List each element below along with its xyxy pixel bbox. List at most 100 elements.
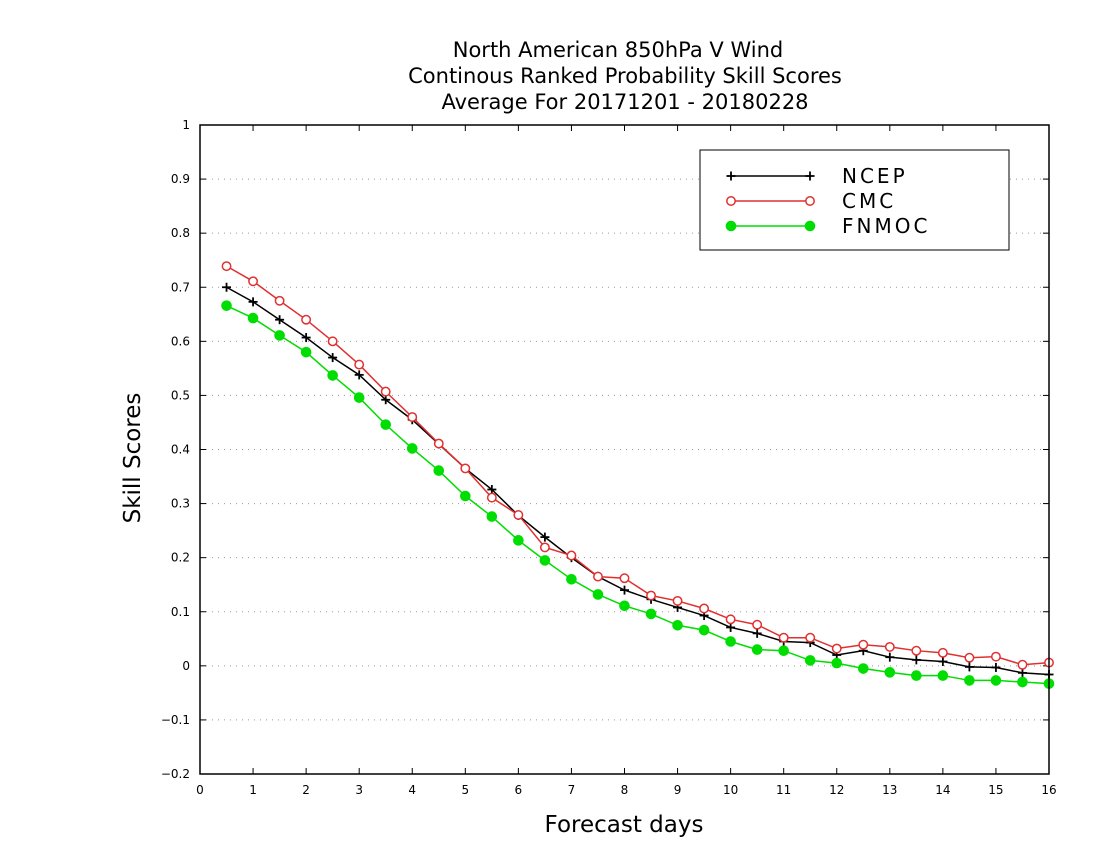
legend-entry-cmc: CMC (726, 189, 896, 213)
data-point-ncep (301, 333, 311, 343)
data-point-ncep (328, 353, 338, 363)
data-point-fnmoc (937, 670, 949, 681)
x-axis-ticks: 0 1 2 3 4 5 6 7 8 9 10 11 12 13 14 15 16 (196, 125, 1057, 797)
data-point-fnmoc (353, 392, 365, 403)
plot-frame (199, 124, 1050, 775)
x-axis-title: Forecast days (545, 812, 704, 838)
y-tick-label: 0.6 (171, 334, 190, 348)
chart-title-line-2: Continous Ranked Probability Skill Score… (408, 64, 842, 88)
data-point-fnmoc (857, 663, 869, 674)
data-point-fnmoc (566, 574, 577, 585)
data-point-cmc (301, 314, 312, 325)
data-point-fnmoc (460, 490, 471, 502)
y-tick-label: −0.2 (161, 767, 190, 781)
x-tick-label: 2 (302, 783, 310, 797)
data-point-cmc (539, 542, 550, 553)
data-point-fnmoc (433, 465, 445, 476)
y-tick-label: 0 (182, 659, 190, 673)
x-tick-label: 9 (674, 783, 682, 797)
series-line-fnmoc (226, 304, 1050, 685)
data-point-cmc (619, 573, 630, 584)
data-point-fnmoc (380, 419, 392, 430)
data-point-cmc (327, 336, 338, 347)
x-tick-label: 5 (461, 783, 469, 797)
y-tick-label: 0.8 (171, 226, 190, 240)
data-point-fnmoc (725, 636, 736, 647)
data-point-fnmoc (406, 443, 418, 454)
x-tick-label: 16 (1041, 783, 1056, 797)
x-tick-label: 15 (988, 783, 1003, 797)
data-point-fnmoc (698, 624, 710, 636)
data-point-cmc (911, 645, 922, 656)
data-point-fnmoc (964, 675, 975, 686)
legend-label-fnmoc: FNMOC (842, 214, 930, 238)
data-point-cmc (248, 276, 259, 287)
data-point-cmc (513, 509, 524, 520)
data-point-ncep (1017, 668, 1027, 678)
data-point-cmc (858, 639, 869, 650)
data-point-cmc (354, 359, 365, 370)
data-point-cmc (433, 438, 444, 449)
y-tick-label: 1 (182, 118, 190, 132)
gridlines (200, 178, 1049, 721)
data-point-fnmoc (513, 535, 524, 546)
data-point-cmc (566, 550, 577, 561)
y-tick-label: 0.1 (171, 605, 190, 619)
data-point-cmc (805, 632, 816, 643)
data-point-fnmoc (645, 608, 657, 620)
x-tick-label: 7 (568, 783, 576, 797)
y-tick-label: 0.5 (171, 388, 190, 402)
legend-label-cmc: CMC (842, 189, 896, 213)
data-point-ncep (354, 370, 364, 380)
y-tick-label: 0.9 (171, 172, 190, 186)
legend-box (699, 149, 1010, 251)
y-axis-ticks: −0.2 −0.1 0 0.1 0.2 0.3 0.4 0.5 0.6 0.7 0.8 0.9 1 (161, 118, 1049, 781)
data-point-fnmoc (884, 667, 896, 678)
data-point-fnmoc (486, 511, 498, 522)
data-point-cmc (274, 295, 285, 306)
data-point-ncep (938, 657, 948, 667)
series-line-cmc (226, 265, 1050, 666)
legend-marker-fnmoc (725, 220, 737, 232)
x-tick-label: 0 (196, 783, 204, 797)
legend-marker-ncep (726, 171, 736, 181)
data-point-cmc (1017, 659, 1028, 670)
y-tick-label: 0.2 (171, 551, 190, 565)
data-point-ncep (991, 662, 1001, 672)
x-tick-label: 8 (621, 783, 629, 797)
x-tick-label: 14 (935, 783, 950, 797)
data-point-fnmoc (592, 589, 604, 600)
data-point-ncep (620, 585, 629, 595)
y-tick-label: 0.3 (171, 497, 190, 511)
data-point-cmc (646, 590, 656, 601)
data-point-fnmoc (990, 675, 1002, 686)
series-cmc (221, 261, 1054, 670)
data-point-cmc (380, 386, 391, 397)
data-point-ncep (540, 532, 550, 542)
data-point-cmc (221, 261, 232, 272)
data-point-fnmoc (804, 655, 816, 666)
data-point-ncep (885, 652, 895, 662)
data-point-cmc (593, 571, 603, 582)
data-point-ncep (487, 485, 497, 495)
data-point-ncep (248, 297, 258, 307)
legend-entry-ncep: NCEP (726, 164, 908, 188)
data-point-fnmoc (539, 555, 551, 566)
data-point-fnmoc (1017, 676, 1028, 688)
legend-label-ncep: NCEP (842, 164, 908, 188)
data-point-ncep (222, 282, 232, 292)
x-tick-label: 12 (829, 783, 844, 797)
data-point-cmc (672, 595, 683, 606)
legend-marker-fnmoc (804, 220, 816, 232)
data-point-cmc (486, 492, 497, 503)
data-point-fnmoc (911, 670, 922, 681)
data-point-cmc (725, 614, 736, 625)
data-point-ncep (964, 662, 974, 672)
y-tick-label: 0.7 (171, 280, 190, 294)
y-tick-label: 0.4 (171, 443, 190, 457)
chart-title-line-1: North American 850hPa V Wind (453, 38, 784, 62)
series-line-ncep (226, 286, 1050, 676)
x-tick-label: 1 (249, 783, 257, 797)
data-point-cmc (778, 632, 789, 643)
